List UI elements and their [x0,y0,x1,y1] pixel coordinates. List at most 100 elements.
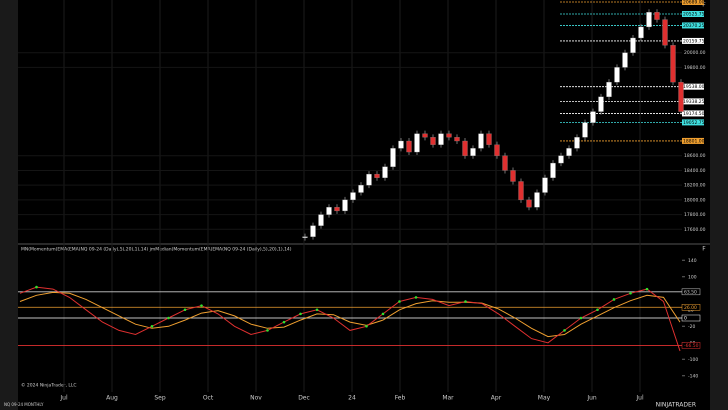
rising-dot [645,287,649,291]
month-label: Oct [203,395,214,402]
level-label: 26.00 [684,305,697,311]
month-label: Nov [250,395,262,402]
candle [454,137,460,142]
level-box [682,119,704,126]
candle [574,137,580,149]
candle [622,52,628,68]
y-tick-label: 18000.00 [684,197,706,203]
candle [630,37,636,53]
momentum-line [19,286,681,352]
candle [382,166,388,178]
y-tick-label: 18200.00 [684,183,706,189]
month-label: Jul [59,395,68,402]
candle [350,192,356,201]
rising-dot [315,308,319,312]
candle [446,133,452,138]
y-tick-label: 17800.00 [684,212,706,218]
candle [478,133,484,149]
candle [462,140,468,156]
candle [534,192,540,208]
y-tick-label: 17600.00 [684,227,706,233]
rising-dot [398,300,401,303]
candle [358,185,364,193]
candle [542,177,548,193]
month-label: Dec [298,395,310,402]
level-label: -66.50 [684,343,699,349]
instrument: NQ 09-24 MONTHLY [4,402,44,407]
level-box [682,98,704,105]
rising-dot [596,308,599,312]
panel-button[interactable]: F [702,2,706,9]
logo: NINJATRADER [656,402,696,409]
candle [558,155,564,164]
month-label: Aug [106,395,118,402]
candle [438,133,444,145]
candle [494,144,500,156]
month-label: Sep [154,395,166,402]
rising-dot [464,300,467,303]
rising-dot [414,296,418,299]
candle [302,236,308,238]
y-tick-label: 19800.00 [684,65,706,71]
rising-dot [282,320,286,324]
rising-dot [167,316,170,320]
month-label: Jun [586,395,597,402]
candle [566,148,572,156]
month-label: Jul [635,395,644,402]
level-box [681,342,701,349]
level-box [682,0,704,5]
candle [670,45,676,83]
candle [526,199,532,208]
month-label: May [538,395,551,402]
y-tick-label: -20 [688,324,695,330]
candle [638,26,644,39]
candle [326,207,332,215]
level-label: 19174.50 [683,111,705,117]
candle [662,19,668,46]
candle [598,96,604,112]
candle [470,148,476,156]
candle [582,122,588,138]
candle [510,170,516,182]
rising-dot [183,308,187,312]
candle [318,214,324,226]
candle [654,12,660,20]
rising-dot [266,329,269,332]
panel-button[interactable]: F [702,246,706,253]
level-label: 20370.25 [683,23,705,29]
level-box [682,110,704,117]
candle [518,181,524,201]
signal-line [19,291,681,338]
candle [502,155,508,171]
candle [334,207,340,212]
chart-background [18,0,710,410]
rising-dot [35,285,38,289]
level-label: 20689.00 [683,0,705,5]
level-box [682,137,704,144]
level-label: 19052.75 [683,120,705,126]
candle [486,133,492,145]
level-box [682,83,704,90]
candle [414,133,420,153]
copyright: © 2024 NinjaTrader, LLC [21,382,76,389]
y-tick-label: 140 [688,258,697,264]
rising-dot [579,316,583,320]
rising-dot [612,298,616,301]
rising-dot [299,312,302,316]
candle [550,162,556,178]
y-tick-label: 20000.00 [684,50,706,56]
rising-dot [365,324,368,328]
candle [390,148,396,167]
candle [614,67,620,83]
candle [406,140,412,153]
month-label: Feb [395,395,406,402]
candle [646,12,652,28]
level-label: 0 [684,316,687,322]
candle [398,140,404,149]
candle [366,173,372,186]
y-tick-label: 18600.00 [684,153,706,159]
level-box [682,37,704,44]
candle [310,225,316,237]
month-label: 24 [348,395,356,402]
